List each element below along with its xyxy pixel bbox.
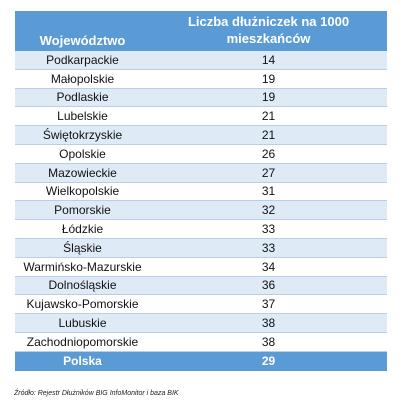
- header-value-line1: Liczba dłużniczek na 1000: [187, 14, 350, 29]
- row-region: Warmińsko-Mazurskie: [23, 259, 142, 274]
- row-region: Śląskie: [63, 240, 102, 255]
- row-value: 26: [261, 146, 276, 161]
- row-value: 19: [261, 90, 276, 105]
- header-region: Województwo: [39, 33, 126, 48]
- table-row: Świętokrzyskie 21: [15, 126, 387, 145]
- table-row: Zachodniopomorskie 38: [15, 332, 387, 352]
- row-value: 31: [261, 184, 276, 199]
- table-row: Małopolskie 19: [15, 69, 387, 89]
- row-region: Świętokrzyskie: [42, 128, 123, 143]
- table-row: Warmińsko-Mazurskie 34: [15, 257, 387, 277]
- table-row: Podlaskie 19: [15, 88, 387, 108]
- header-value: Liczba dłużniczek na 1000 mieszkańców: [150, 13, 387, 47]
- table-row: Pomorskie 32: [15, 201, 387, 221]
- row-value: 21: [261, 109, 276, 124]
- debtors-table: Województwo Liczba dłużniczek na 1000 mi…: [15, 11, 387, 371]
- row-value: 38: [261, 316, 276, 331]
- table-row: Podkarpackie 14: [15, 51, 387, 70]
- row-region: Podlaskie: [56, 90, 109, 105]
- total-row: Polska 29: [15, 351, 387, 371]
- table-row: Wielkopolskie 31: [15, 182, 387, 202]
- row-region: Mazowieckie: [48, 165, 117, 180]
- row-value: 14: [261, 52, 276, 67]
- row-value: 36: [261, 278, 276, 293]
- row-region: Kujawsko-Pomorskie: [26, 297, 139, 312]
- table-body: Podkarpackie 14 Małopolskie 19 Podlaskie 19…: [15, 51, 387, 352]
- table-row: Łódzkie 33: [15, 220, 387, 239]
- row-value: 21: [261, 128, 276, 143]
- table-row: Opolskie 26: [15, 144, 387, 164]
- table-row: Lubelskie 21: [15, 107, 387, 127]
- row-value: 34: [261, 259, 276, 274]
- table-row: Śląskie 33: [15, 238, 387, 258]
- table-row: Mazowieckie 27: [15, 163, 387, 183]
- row-region: Lubelskie: [57, 109, 108, 124]
- table-row: Dolnośląskie 36: [15, 276, 387, 296]
- table-row: Lubuskie 38: [15, 314, 387, 333]
- row-value: 32: [261, 203, 276, 218]
- row-region: Opolskie: [59, 146, 106, 161]
- row-value: 38: [261, 334, 276, 349]
- table-row: Kujawsko-Pomorskie 37: [15, 295, 387, 315]
- total-region: Polska: [63, 354, 102, 369]
- row-region: Dolnośląskie: [48, 278, 117, 293]
- row-region: Wielkopolskie: [45, 184, 120, 199]
- row-region: Małopolskie: [50, 71, 115, 86]
- table-header: Województwo Liczba dłużniczek na 1000 mi…: [15, 11, 387, 51]
- row-region: Zachodniopomorskie: [26, 334, 139, 349]
- total-value: 29: [261, 354, 276, 369]
- row-region: Pomorskie: [54, 203, 111, 218]
- row-value: 27: [261, 165, 276, 180]
- row-region: Łódzkie: [61, 222, 104, 237]
- header-value-line2: mieszkańców: [226, 31, 311, 46]
- row-value: 19: [261, 71, 276, 86]
- row-value: 37: [261, 297, 276, 312]
- source-note: Źródło: Rejestr Dłużników BIG InfoMonito…: [14, 390, 179, 397]
- row-value: 33: [261, 222, 276, 237]
- row-region: Lubuskie: [58, 316, 107, 331]
- row-region: Podkarpackie: [46, 52, 119, 67]
- row-value: 33: [261, 240, 276, 255]
